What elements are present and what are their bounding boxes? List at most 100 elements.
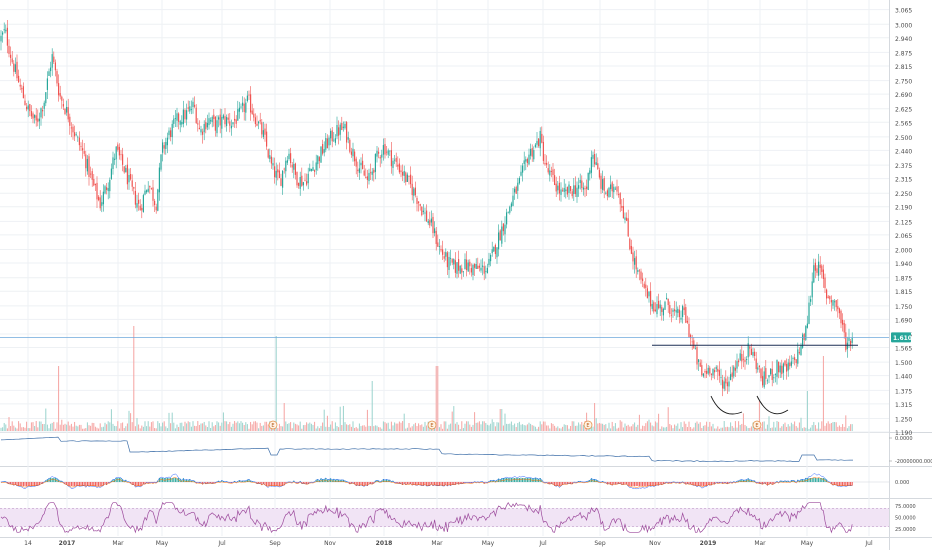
volume-bar — [335, 422, 336, 431]
candle-body — [688, 324, 689, 338]
candle-body — [21, 88, 22, 89]
candle-body — [96, 183, 97, 199]
candle-body — [24, 101, 25, 106]
candle-body — [498, 232, 499, 249]
candle-body — [800, 345, 801, 355]
volume-bar — [420, 425, 421, 431]
volume-bar — [493, 422, 494, 431]
macd-histogram-bar — [641, 482, 642, 486]
macd-histogram-bar — [74, 482, 75, 486]
candle-body — [365, 177, 366, 178]
volume-bar — [777, 421, 778, 431]
price-tick-label: 1.500 — [895, 360, 912, 367]
volume-bar — [209, 421, 210, 431]
candle-body — [208, 118, 209, 125]
candle-body — [213, 115, 214, 119]
volume-bar — [329, 427, 330, 431]
candle-body — [333, 140, 334, 141]
event-marker-label: E — [271, 423, 274, 429]
candle-body — [845, 332, 846, 350]
candle-body — [410, 175, 411, 185]
volume-bar — [314, 422, 315, 431]
candle-body — [160, 155, 161, 170]
candle-body — [847, 343, 848, 349]
volume-bar — [68, 422, 69, 431]
macd-histogram-bar — [274, 482, 275, 486]
candle-body — [706, 371, 707, 374]
candle-body — [130, 174, 131, 179]
volume-bar — [114, 426, 115, 431]
volume-bar — [479, 421, 480, 431]
candle-body — [698, 359, 699, 362]
candle-body — [74, 132, 75, 136]
candle-body — [666, 298, 667, 300]
candle-body — [5, 30, 6, 32]
volume-bar — [668, 407, 669, 431]
volume-bar — [693, 427, 694, 431]
volume-bar — [241, 421, 242, 431]
candle-body — [148, 189, 149, 192]
candle-body — [669, 305, 670, 314]
volume-bar — [1, 428, 2, 431]
volume-bar — [217, 421, 218, 431]
volume-bar — [789, 426, 790, 431]
volume-bar — [764, 421, 765, 431]
volume-bar — [626, 426, 627, 431]
candle-body — [629, 239, 630, 249]
volume-bar — [511, 422, 512, 431]
candle-body — [132, 180, 133, 186]
volume-bar — [348, 425, 349, 431]
volume-bar — [698, 424, 699, 431]
volume-bar — [484, 421, 485, 431]
price-tick-label: 2.125 — [895, 219, 912, 226]
volume-bar — [60, 425, 61, 431]
candle-body — [50, 68, 51, 71]
candle-body — [541, 134, 542, 143]
volume-bar — [818, 422, 819, 431]
candle-body — [375, 154, 376, 172]
candle-body — [735, 368, 736, 371]
candle-body — [356, 159, 357, 167]
volume-bar — [92, 423, 93, 431]
candle-body — [184, 110, 185, 119]
macd-histogram-bar — [95, 482, 96, 486]
candle-body — [71, 128, 72, 129]
volume-bar — [162, 423, 163, 431]
candle-body — [700, 363, 701, 367]
candle-body — [341, 123, 342, 130]
candle-body — [279, 171, 280, 179]
candle-body — [439, 246, 440, 247]
candle-body — [770, 369, 771, 375]
macd-histogram-bar — [25, 482, 26, 486]
volume-bar — [661, 426, 662, 431]
volume-bar — [125, 426, 126, 431]
volume-bar — [775, 428, 776, 431]
candle-body — [335, 138, 336, 143]
volume-bar — [781, 426, 782, 431]
volume-bar — [153, 421, 154, 431]
volume-bar — [466, 421, 467, 431]
volume-bar — [223, 412, 224, 431]
candle-body — [634, 258, 635, 265]
candle-body — [682, 306, 683, 317]
candle-body — [594, 154, 595, 164]
candle-body — [796, 359, 797, 363]
candle-body — [61, 97, 62, 101]
candle-body — [642, 279, 643, 282]
volume-bar — [657, 423, 658, 431]
volume-bar — [365, 427, 366, 431]
candle-body — [248, 95, 249, 96]
volume-bar — [165, 426, 166, 431]
candle-body — [581, 181, 582, 189]
candle-body — [68, 107, 69, 119]
volume-bar — [453, 406, 454, 431]
volume-bar — [541, 424, 542, 431]
candle-body — [93, 179, 94, 185]
candle-body — [496, 247, 497, 257]
candle-body — [103, 192, 104, 205]
volume-bar — [697, 421, 698, 431]
candle-body — [693, 340, 694, 348]
candle-body — [285, 161, 286, 171]
